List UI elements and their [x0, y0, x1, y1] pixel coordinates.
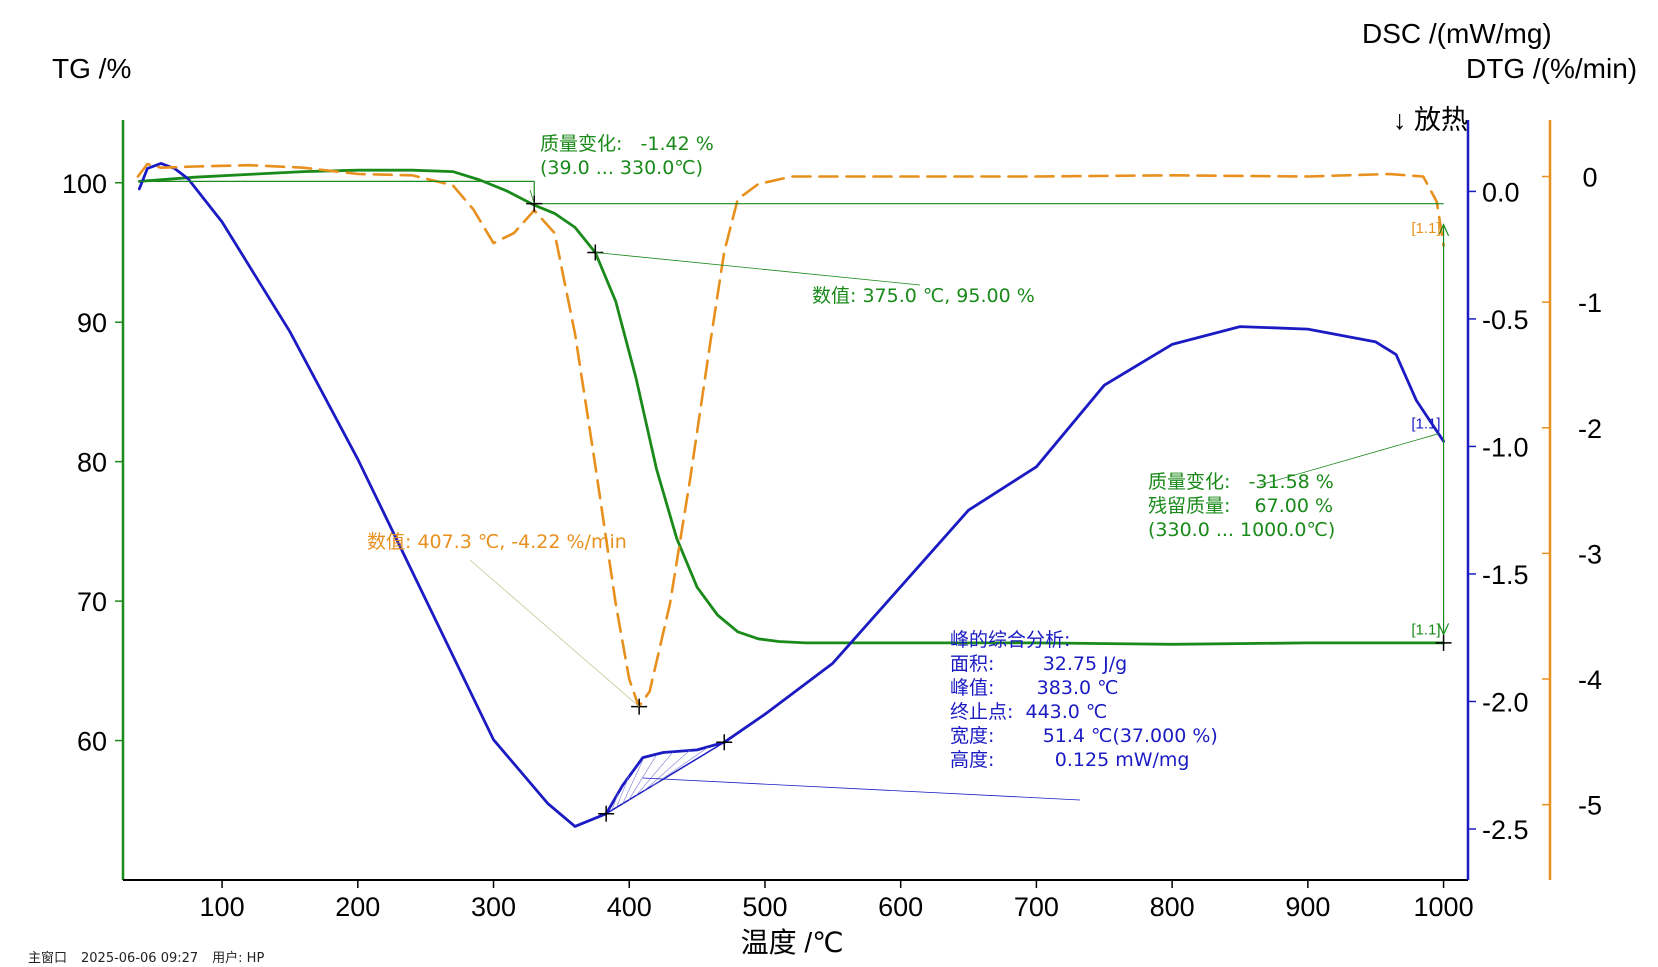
- dsc-tick-label: -0.5: [1482, 305, 1529, 335]
- annotation-1: 质量变化: -1.42 %(39.0 ... 330.0℃): [540, 133, 714, 179]
- series-dsc-line: [137, 162, 1445, 828]
- x-tick-label: 800: [1150, 892, 1195, 922]
- tg-tick-label: 90: [77, 308, 107, 338]
- x-tick-label: 900: [1285, 892, 1330, 922]
- status-footer: 主窗口 2025-06-06 09:27 用户: HP: [28, 947, 278, 966]
- dsc-tick-label: -1.5: [1482, 560, 1529, 590]
- dsc-peak-hatch: [622, 760, 644, 804]
- annotation-line: 数值: 407.3 ℃, -4.22 %/min: [367, 531, 627, 553]
- mass-step1-leader: [529, 189, 535, 204]
- dtg-tick-label: -2: [1578, 414, 1602, 444]
- x-tick-label: 700: [1014, 892, 1059, 922]
- dsc-peak-leader: [642, 777, 1081, 801]
- tg-point-leader: [595, 252, 921, 286]
- annotation-2: 数值: 375.0 ℃, 95.00 %: [812, 285, 1035, 307]
- x-tick-label: 100: [200, 892, 245, 922]
- annotation-line: (330.0 ... 1000.0℃): [1148, 519, 1335, 541]
- dtg-tick-label: -4: [1578, 665, 1602, 695]
- dtg-tick-label: -3: [1578, 539, 1602, 569]
- dsc-peak-hatch: [611, 793, 619, 811]
- tg-tick-label: 60: [77, 727, 107, 757]
- annotation-line: 质量变化: -1.42 %: [540, 133, 714, 155]
- footer-datetime: 2025-06-06 09:27: [81, 951, 199, 966]
- annotation-line: 高度: 0.125 mW/mg: [950, 749, 1190, 771]
- tg-tick-label: 100: [62, 169, 107, 199]
- annotation-line: 宽度: 51.4 ℃(37.000 %): [950, 725, 1218, 747]
- x-tick-label: 200: [335, 892, 380, 922]
- end-label: [1.1]: [1411, 622, 1440, 639]
- annotation-line: 峰值: 383.0 ℃: [950, 677, 1118, 699]
- mass-step2-leader: [1259, 433, 1439, 486]
- annotation-line: 质量变化: -31.58 %: [1148, 471, 1334, 493]
- x-tick-label: 1000: [1414, 892, 1474, 922]
- dtg-tick-label: -5: [1578, 791, 1602, 821]
- annotation-line: 数值: 375.0 ℃, 95.00 %: [812, 285, 1035, 307]
- tg-tick-label: 80: [77, 448, 107, 478]
- x-tick-label: 400: [607, 892, 652, 922]
- dsc-peak-hatch: [635, 752, 673, 796]
- dsc-tick-label: -2.0: [1482, 687, 1529, 717]
- annotation-line: 残留质量: 67.00 %: [1148, 495, 1333, 517]
- dsc-peak-hatch: [616, 775, 630, 808]
- tg-axis-title: TG /%: [52, 53, 131, 84]
- series-dtg-line: [136, 162, 1445, 708]
- end-label: [1.1]: [1411, 220, 1440, 237]
- x-tick-label: 600: [878, 892, 923, 922]
- dtg-peak-leader: [469, 559, 640, 707]
- dsc-tick-label: -1.0: [1482, 432, 1529, 462]
- dsc-peak-hatch: [643, 749, 691, 792]
- mass-step2-arrow-head: [1438, 623, 1450, 637]
- dsc-peak-hatch: [651, 747, 709, 787]
- dtg-tick-label: -1: [1578, 288, 1602, 318]
- annotation-4: 质量变化: -31.58 %残留质量: 67.00 %(330.0 ... 10…: [1148, 471, 1335, 541]
- x-axis-title: 温度 /⁠℃: [741, 927, 844, 958]
- dtg-axis-title: DTG /(%/min): [1466, 53, 1637, 84]
- dsc-peak-baseline: [605, 741, 725, 815]
- dsc-tick-label: -2.5: [1482, 815, 1529, 845]
- mass-step2-arrow-head: [1438, 223, 1450, 236]
- footer-user: 用户: HP: [212, 951, 265, 966]
- annotation-line: 终止点: 443.0 ℃: [950, 701, 1107, 723]
- series-tg-line: [137, 168, 1445, 646]
- tg-tick-label: 70: [77, 587, 107, 617]
- dsc-peak-hatch: [628, 754, 657, 801]
- annotation-line: (39.0 ... 330.0℃): [540, 157, 703, 179]
- annotation-line: 面积: 32.75 J/g: [950, 653, 1127, 675]
- annotation-3: 数值: 407.3 ℃, -4.22 %/min: [367, 531, 627, 553]
- exo-direction-label: ↓ 放热: [1393, 105, 1468, 135]
- x-tick-label: 500: [742, 892, 787, 922]
- end-label: [1.1]: [1411, 416, 1440, 433]
- dtg-tick-label: 0: [1582, 163, 1597, 193]
- annotation-line: 峰的综合分析:: [950, 629, 1070, 651]
- x-tick-label: 300: [471, 892, 516, 922]
- dsc-tick-label: 0.0: [1482, 177, 1520, 207]
- dsc-axis-title: DSC /(mW/mg): [1362, 18, 1552, 49]
- footer-window: 主窗口: [28, 951, 68, 966]
